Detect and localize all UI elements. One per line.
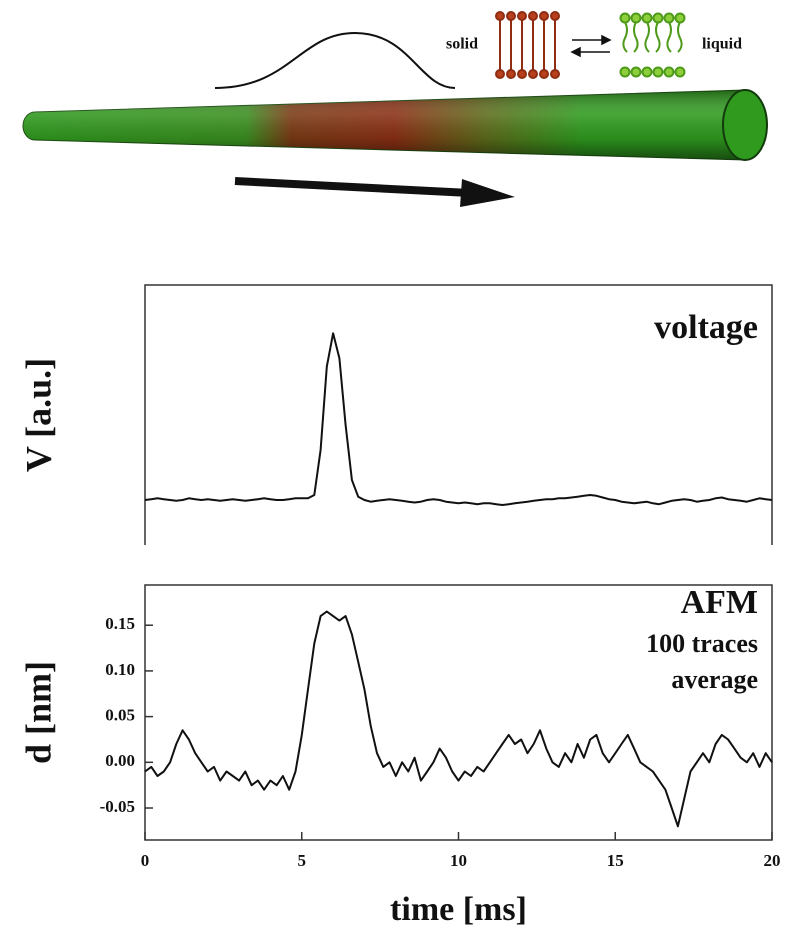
y-tick-label: 0.00 xyxy=(105,751,135,770)
annotation: average xyxy=(671,665,758,694)
x-tick-label: 15 xyxy=(607,851,624,870)
y-axis-label: V [a.u.] xyxy=(18,358,58,472)
equilibrium-arrows xyxy=(570,34,612,58)
y-axis-label: d [nm] xyxy=(18,661,58,764)
tube-shading xyxy=(23,90,767,160)
y-tick-label: -0.05 xyxy=(100,797,135,816)
pulse-curve xyxy=(214,31,456,89)
x-tick-label: 0 xyxy=(141,851,150,870)
plot-frame xyxy=(144,284,773,545)
plot-frame xyxy=(144,584,773,841)
x-tick-label: 5 xyxy=(298,851,307,870)
y-tick-label: 0.05 xyxy=(105,706,135,725)
liquid-label: liquid xyxy=(702,36,742,53)
x-tick-label: 10 xyxy=(450,851,467,870)
liquid-lipids xyxy=(619,12,686,78)
annotation: 100 traces xyxy=(646,629,758,658)
solid-lipids xyxy=(495,11,560,79)
solid-label: solid xyxy=(446,36,478,53)
y-tick-label: 0.15 xyxy=(105,614,135,633)
annotation: voltage xyxy=(654,309,758,346)
tube-end xyxy=(722,89,768,161)
data-line xyxy=(144,610,773,828)
x-axis-label: time [ms] xyxy=(390,891,527,928)
annotation: AFM xyxy=(681,584,758,621)
data-line xyxy=(144,332,773,506)
y-tick-label: 0.10 xyxy=(105,660,135,679)
direction-arrowhead xyxy=(460,179,515,207)
direction-arrow xyxy=(234,177,471,197)
x-tick-label: 20 xyxy=(764,851,781,870)
illustration: solid liquid xyxy=(22,11,768,207)
